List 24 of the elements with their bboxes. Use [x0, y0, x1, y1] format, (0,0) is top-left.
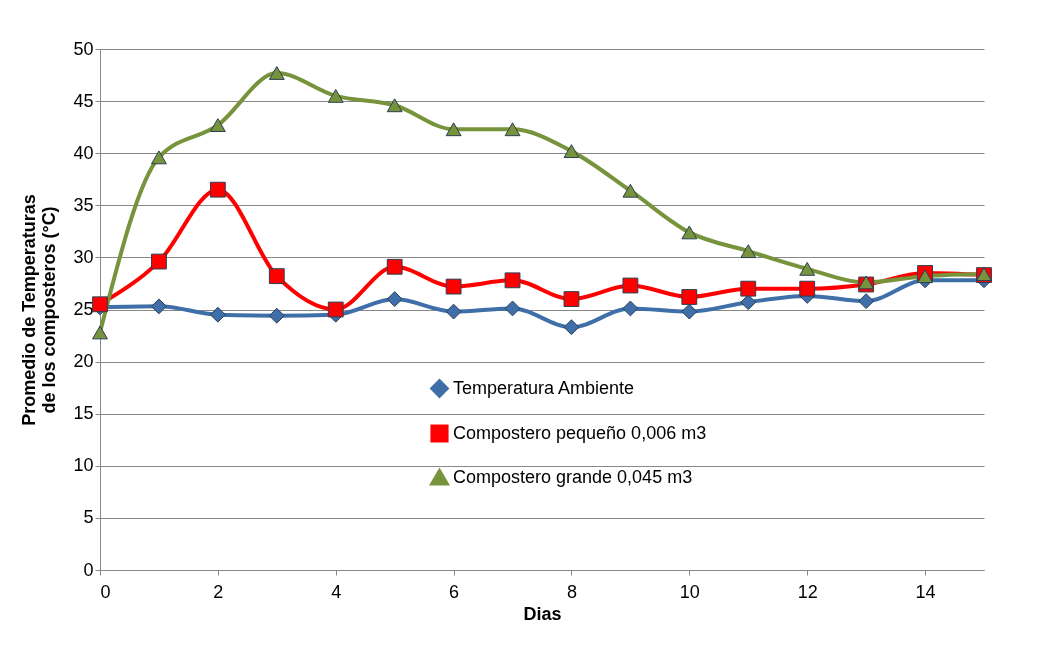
x-tick-label: 10 — [679, 581, 700, 602]
y-tick-label: 15 — [73, 403, 94, 424]
legend-label: Compostero grande 0,045 m3 — [453, 466, 693, 487]
x-tick-label: 2 — [213, 581, 224, 602]
y-tick-label: 10 — [73, 455, 94, 476]
x-tick-label: 6 — [449, 581, 460, 602]
y-tick-label: 30 — [73, 246, 94, 267]
x-axis-title: Dias — [523, 603, 562, 624]
y-tick-label: 0 — [83, 559, 94, 580]
x-tick-label: 12 — [797, 581, 818, 602]
legend-label: Compostero pequeño 0,006 m3 — [453, 422, 707, 443]
y-tick-label: 5 — [83, 507, 94, 528]
x-tick-label: 0 — [100, 581, 111, 602]
x-tick-label: 4 — [331, 581, 342, 602]
y-tick-label: 25 — [73, 299, 94, 319]
x-tick-label: 8 — [566, 581, 577, 602]
y-tick-label: 40 — [73, 142, 94, 163]
x-tick-label: 14 — [915, 581, 936, 602]
y-tick-label: 20 — [73, 351, 94, 372]
y-axis-title: Promedio de Temperaturas de los composteros (°C) — [19, 194, 60, 426]
legend-label: Temperatura Ambiente — [453, 377, 635, 398]
y-tick-label: 50 — [73, 38, 94, 59]
y-tick-label: 35 — [73, 194, 94, 215]
y-tick-label: 45 — [73, 90, 94, 111]
